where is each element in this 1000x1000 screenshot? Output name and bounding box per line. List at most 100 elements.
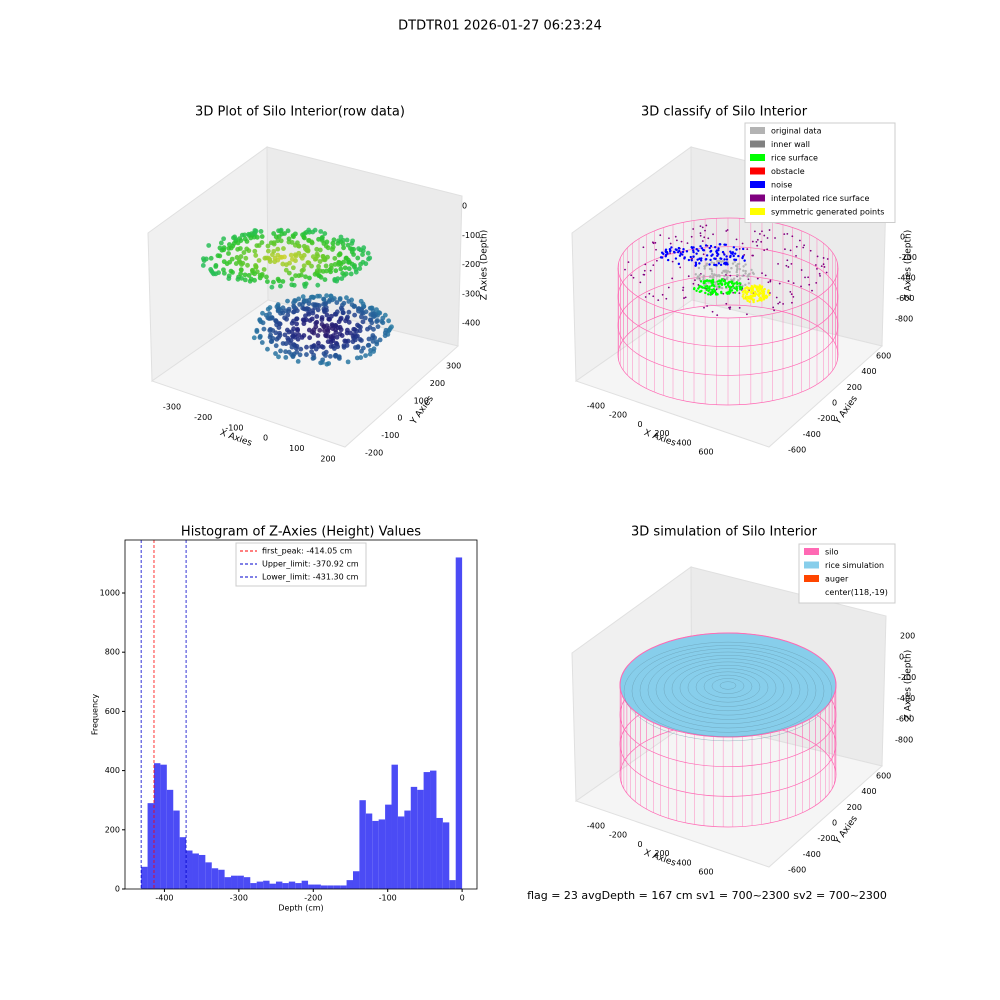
surface-mesh — [639, 648, 817, 733]
point-cloud — [257, 272, 263, 278]
point-cloud — [278, 227, 284, 233]
class-point — [732, 246, 736, 249]
legend-label: noise — [771, 181, 792, 190]
class-point — [700, 247, 704, 250]
surface-dot — [778, 282, 781, 285]
class-point — [720, 283, 724, 287]
surface-dot — [728, 308, 731, 310]
point-cloud — [315, 333, 321, 338]
point-cloud — [267, 305, 273, 310]
zticks-label: -400 — [897, 694, 915, 703]
point-cloud — [320, 234, 325, 240]
class-point — [703, 265, 706, 268]
yticks-label: 200 — [847, 383, 862, 392]
surface-dot — [815, 281, 818, 284]
point-cloud — [295, 336, 301, 342]
class-point — [664, 253, 668, 257]
class-point — [747, 296, 750, 300]
point-cloud — [269, 284, 275, 290]
point-cloud — [333, 327, 338, 333]
surface-dot — [825, 271, 828, 274]
class-point — [739, 287, 743, 291]
hist-bar — [333, 885, 341, 889]
surface-dot — [826, 258, 829, 260]
point-cloud — [342, 265, 348, 271]
y-tick-label: 600 — [105, 707, 120, 716]
point-cloud — [248, 235, 254, 241]
class-point — [699, 245, 702, 248]
legend-label: obstacle — [771, 167, 805, 176]
legend-label: first_peak: -414.05 cm — [262, 547, 352, 556]
surface-mesh — [663, 658, 793, 720]
surface-dot — [782, 303, 785, 305]
surface-dot — [784, 248, 786, 251]
surface-dot — [651, 241, 654, 244]
class-point — [722, 279, 726, 282]
point-cloud — [323, 353, 328, 358]
point-cloud — [366, 336, 372, 342]
class-point — [690, 259, 693, 262]
point-cloud — [352, 312, 358, 318]
point-cloud — [242, 232, 248, 238]
point-cloud — [271, 231, 277, 236]
class-point — [733, 252, 737, 255]
hist-bar — [141, 866, 148, 889]
yticks-label: 300 — [446, 362, 461, 371]
hist-bar — [198, 854, 206, 889]
surface-dot — [729, 274, 732, 277]
surface-dot — [675, 239, 678, 242]
point-cloud — [309, 344, 315, 350]
legend-label: original data — [771, 127, 822, 136]
point-cloud — [302, 231, 307, 237]
zticks-label: 200 — [900, 632, 915, 641]
zticks-label: -200 — [462, 260, 480, 269]
surface-dot — [820, 265, 823, 268]
hist-bar — [243, 877, 251, 889]
surface-dot — [652, 295, 655, 298]
point-cloud — [283, 349, 288, 355]
point-cloud — [282, 231, 287, 236]
point-cloud — [327, 297, 333, 303]
class-point — [715, 250, 718, 253]
yticks-label: 400 — [861, 787, 876, 796]
surface-dot — [738, 247, 741, 250]
class-point — [738, 267, 742, 271]
surface-dot — [642, 273, 645, 276]
hist-bar — [301, 880, 309, 889]
point-cloud — [265, 248, 271, 254]
class-point — [704, 244, 708, 247]
point-cloud — [348, 330, 353, 336]
point-cloud — [275, 238, 281, 244]
point-cloud — [315, 282, 321, 288]
class-point — [744, 272, 747, 275]
point-cloud — [306, 310, 311, 315]
point-cloud — [227, 259, 233, 265]
class-point — [744, 295, 747, 298]
class-point — [689, 255, 692, 259]
surface-dot — [694, 279, 696, 282]
class-point — [763, 288, 766, 291]
point-cloud — [360, 259, 366, 265]
point-cloud — [340, 270, 346, 276]
class-point — [674, 257, 678, 260]
point-cloud — [374, 339, 380, 345]
class-point — [703, 267, 706, 270]
point-cloud — [291, 234, 296, 240]
point-cloud — [346, 309, 352, 315]
class-point — [750, 284, 754, 288]
point-cloud — [294, 343, 300, 349]
legend-label: auger — [825, 575, 849, 584]
point-cloud — [261, 326, 267, 332]
hist-bar — [263, 880, 270, 889]
class-point — [752, 272, 755, 276]
zticks-label: -200 — [898, 673, 916, 682]
class-point — [741, 256, 744, 260]
class-point — [735, 285, 738, 288]
class-point — [704, 285, 707, 288]
point-cloud — [226, 251, 231, 256]
class-point — [748, 272, 751, 276]
class-point — [760, 299, 763, 302]
class-point — [717, 253, 720, 256]
xticks-label: -200 — [194, 413, 212, 422]
surface-dot — [763, 234, 766, 237]
